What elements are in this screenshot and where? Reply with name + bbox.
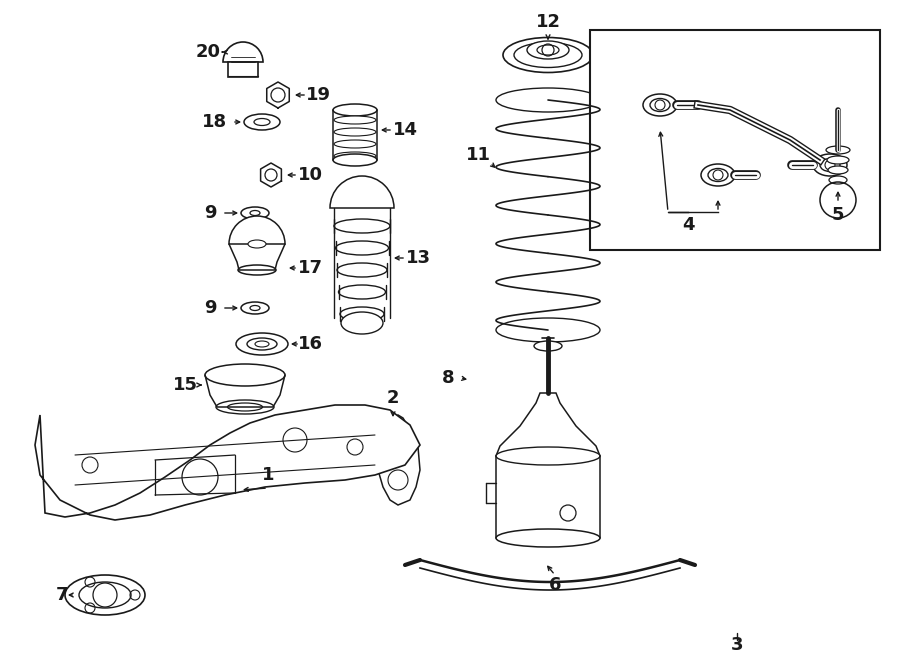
Ellipse shape (828, 166, 848, 174)
Ellipse shape (79, 582, 131, 608)
Ellipse shape (496, 447, 600, 465)
Ellipse shape (820, 159, 840, 171)
Ellipse shape (250, 305, 260, 311)
Polygon shape (35, 405, 420, 520)
Ellipse shape (255, 341, 269, 347)
Ellipse shape (205, 364, 285, 386)
Ellipse shape (826, 146, 850, 154)
Text: 17: 17 (298, 259, 322, 277)
Wedge shape (330, 176, 394, 208)
Text: 11: 11 (465, 146, 491, 164)
Ellipse shape (813, 154, 847, 176)
Text: 2: 2 (387, 389, 400, 407)
Ellipse shape (248, 240, 266, 248)
Ellipse shape (334, 116, 376, 124)
Ellipse shape (334, 140, 376, 148)
Ellipse shape (228, 403, 263, 411)
Ellipse shape (496, 529, 600, 547)
Bar (228, 62, 258, 77)
Text: 8: 8 (442, 369, 454, 387)
Ellipse shape (527, 41, 569, 59)
Ellipse shape (236, 333, 288, 355)
Text: 7: 7 (56, 586, 68, 604)
Text: 9: 9 (203, 204, 216, 222)
Ellipse shape (247, 338, 277, 350)
Ellipse shape (341, 312, 383, 334)
Text: 14: 14 (392, 121, 418, 139)
Ellipse shape (337, 263, 387, 277)
Ellipse shape (708, 169, 728, 182)
Ellipse shape (701, 164, 735, 186)
Text: 20: 20 (195, 43, 220, 61)
Ellipse shape (829, 176, 847, 184)
Text: 10: 10 (298, 166, 322, 184)
Ellipse shape (338, 285, 385, 299)
Ellipse shape (514, 42, 582, 67)
Ellipse shape (496, 88, 600, 112)
Wedge shape (223, 42, 263, 62)
Text: 16: 16 (298, 335, 322, 353)
Ellipse shape (340, 307, 384, 321)
Ellipse shape (496, 318, 600, 342)
Ellipse shape (241, 302, 269, 314)
Ellipse shape (238, 265, 276, 275)
Polygon shape (496, 393, 600, 456)
Text: 6: 6 (549, 576, 562, 594)
Ellipse shape (534, 341, 562, 351)
Ellipse shape (216, 400, 274, 414)
Ellipse shape (333, 104, 377, 116)
Ellipse shape (827, 156, 849, 164)
Bar (590, 30, 880, 250)
Text: 12: 12 (536, 13, 561, 31)
Ellipse shape (254, 118, 270, 126)
Ellipse shape (333, 154, 377, 166)
Ellipse shape (250, 210, 260, 215)
Wedge shape (229, 216, 285, 244)
Text: 5: 5 (832, 206, 844, 224)
Ellipse shape (537, 45, 559, 55)
Ellipse shape (334, 219, 390, 233)
Ellipse shape (334, 152, 376, 160)
Ellipse shape (244, 114, 280, 130)
Ellipse shape (643, 94, 677, 116)
Text: 13: 13 (406, 249, 430, 267)
Ellipse shape (65, 575, 145, 615)
Polygon shape (378, 415, 420, 505)
Text: 15: 15 (173, 376, 197, 394)
Text: 4: 4 (682, 216, 694, 234)
Text: 18: 18 (202, 113, 228, 131)
Ellipse shape (241, 207, 269, 219)
Text: 3: 3 (731, 636, 743, 654)
Text: 1: 1 (262, 466, 274, 484)
Ellipse shape (503, 38, 593, 73)
Text: 19: 19 (305, 86, 330, 104)
Text: 9: 9 (203, 299, 216, 317)
Ellipse shape (650, 98, 670, 112)
Ellipse shape (334, 128, 376, 136)
Ellipse shape (336, 241, 389, 255)
